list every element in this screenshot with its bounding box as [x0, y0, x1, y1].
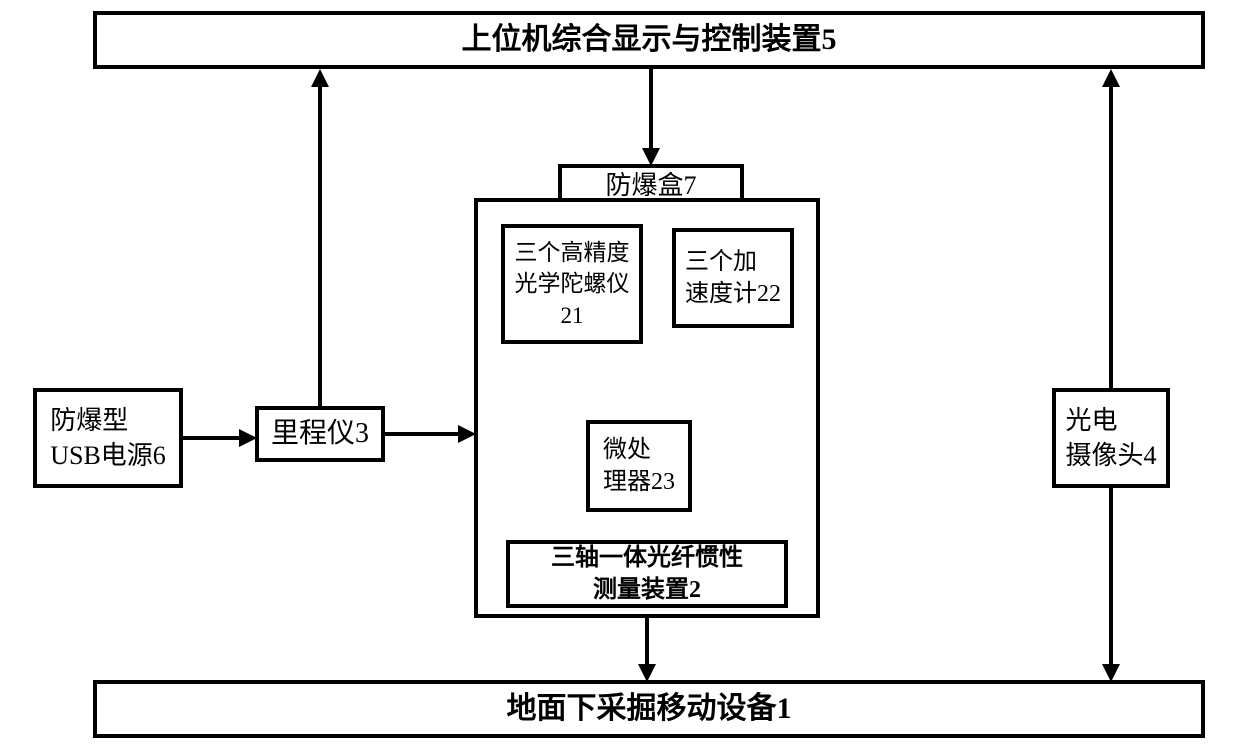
edge-cam-top-head: [1102, 69, 1120, 87]
node-odo: 里程仪3: [255, 406, 385, 462]
node-cam: 光电 摄像头4: [1052, 388, 1170, 488]
node-gyro-label: 三个高精度 光学陀螺仪 21: [509, 233, 636, 334]
edge-cam-top: [1109, 83, 1113, 388]
node-top: 上位机综合显示与控制装置5: [93, 11, 1205, 69]
edge-odo-container-head: [458, 425, 476, 443]
node-imu-label: 三轴一体光纤惯性 测量装置2: [545, 538, 749, 611]
node-bottom-label: 地面下采掘移动设备1: [501, 685, 798, 734]
node-accel-label: 三个加 速度计22: [679, 242, 787, 315]
edge-odo-top: [318, 83, 322, 406]
node-mcu: 微处 理器23: [586, 420, 692, 512]
edge-container-bottom-head: [638, 664, 656, 682]
node-usb-label: 防爆型 USB电源6: [44, 399, 172, 477]
node-gyro: 三个高精度 光学陀螺仪 21: [501, 224, 643, 344]
edge-usb-odo: [183, 436, 241, 440]
edge-odo-top-head: [311, 69, 329, 87]
node-cam-label: 光电 摄像头4: [1059, 399, 1162, 477]
edge-cam-bottom: [1109, 488, 1113, 666]
node-accel: 三个加 速度计22: [672, 228, 794, 328]
node-top-label: 上位机综合显示与控制装置5: [456, 16, 843, 65]
node-usb: 防爆型 USB电源6: [33, 388, 183, 488]
edge-odo-container: [385, 432, 460, 436]
edge-usb-odo-head: [239, 429, 257, 447]
node-mcu-label: 微处 理器23: [597, 430, 681, 503]
edge-cam-bottom-head: [1102, 664, 1120, 682]
node-bottom: 地面下采掘移动设备1: [93, 680, 1205, 738]
edge-container-bottom: [645, 618, 649, 666]
edge-top-explosion-head: [642, 148, 660, 166]
node-imu: 三轴一体光纤惯性 测量装置2: [506, 540, 788, 608]
edge-top-explosion: [649, 69, 653, 151]
node-odo-label: 里程仪3: [265, 411, 375, 457]
